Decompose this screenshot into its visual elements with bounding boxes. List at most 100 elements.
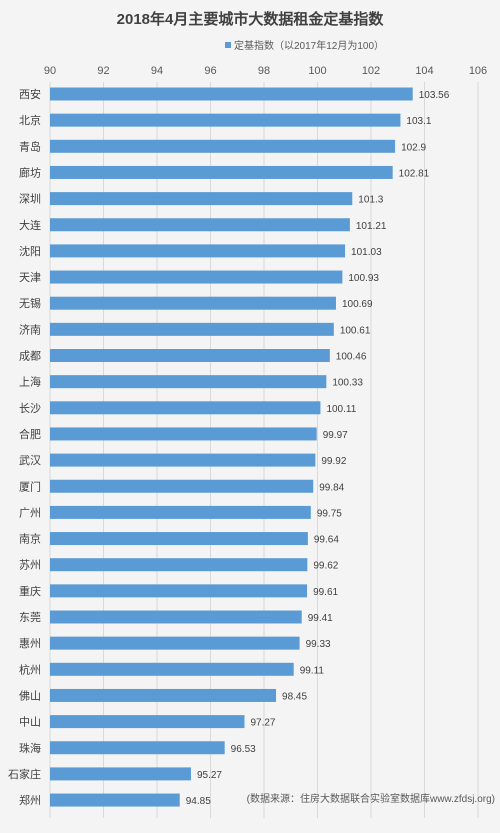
bar <box>50 479 314 493</box>
category-label: 佛山 <box>19 689 41 702</box>
value-label: 99.92 <box>321 456 346 467</box>
bar <box>50 270 343 284</box>
bar <box>50 584 308 598</box>
category-label: 苏州 <box>19 559 41 572</box>
value-label: 101.3 <box>358 195 383 206</box>
bar <box>50 636 300 650</box>
category-label: 沈阳 <box>19 244 41 258</box>
value-label: 103.1 <box>406 116 431 127</box>
value-label: 99.61 <box>313 587 338 598</box>
bar <box>50 165 393 179</box>
bar <box>50 192 353 206</box>
category-label: 大连 <box>19 218 41 232</box>
bar <box>50 715 245 729</box>
bar <box>50 322 334 336</box>
bar <box>50 453 316 467</box>
bar <box>50 741 225 755</box>
category-label: 惠州 <box>19 636 41 650</box>
value-label: 100.33 <box>332 378 363 389</box>
x-tick-label: 90 <box>44 65 56 77</box>
bars <box>50 87 413 807</box>
category-label: 青岛 <box>19 139 41 153</box>
category-label: 厦门 <box>19 479 41 493</box>
x-tick-label: 100 <box>308 65 326 77</box>
x-tick-label: 94 <box>151 65 163 77</box>
x-tick-label: 104 <box>415 65 433 77</box>
value-label: 98.45 <box>282 691 307 702</box>
value-label: 99.41 <box>308 613 333 624</box>
x-axis-ticks: 90 92 94 96 98 100 102 104 106 <box>44 65 487 77</box>
value-label: 99.64 <box>314 535 339 546</box>
bar <box>50 427 317 441</box>
x-tick-label: 96 <box>204 65 216 77</box>
bar <box>50 767 191 781</box>
x-tick-label: 102 <box>362 65 380 77</box>
bar <box>50 401 321 415</box>
category-label: 南京 <box>19 532 41 546</box>
category-label: 天津 <box>19 271 41 284</box>
chart-title: 2018年4月主要城市大数据租金定基指数 <box>117 10 385 28</box>
category-label: 石家庄 <box>8 767 41 781</box>
value-label: 99.97 <box>323 430 348 441</box>
value-label: 100.61 <box>340 325 371 336</box>
x-tick-label: 92 <box>97 65 109 77</box>
bar <box>50 505 311 519</box>
bar <box>50 87 413 101</box>
x-tick-label: 98 <box>258 65 270 77</box>
value-label: 99.75 <box>317 508 342 519</box>
category-label: 杭州 <box>19 662 41 676</box>
value-label: 100.69 <box>342 299 373 310</box>
legend-swatch <box>225 42 231 48</box>
bar <box>50 218 350 232</box>
value-label: 96.53 <box>231 744 256 755</box>
value-label: 101.21 <box>356 221 387 232</box>
category-label: 重庆 <box>19 584 41 598</box>
bar <box>50 139 396 153</box>
value-label: 102.9 <box>401 142 426 153</box>
category-label: 广州 <box>19 506 41 519</box>
value-label: 94.85 <box>186 796 211 807</box>
value-label: 100.11 <box>326 404 356 415</box>
category-label: 武汉 <box>19 454 41 467</box>
category-label: 东莞 <box>19 611 41 624</box>
value-label: 95.27 <box>197 770 222 781</box>
value-label: 101.03 <box>351 247 382 258</box>
category-label: 合肥 <box>19 427 41 441</box>
bar <box>50 793 180 807</box>
bar <box>50 375 327 389</box>
category-label: 郑州 <box>19 793 41 807</box>
bar <box>50 349 330 362</box>
bar <box>50 244 346 258</box>
category-label: 深圳 <box>19 193 41 206</box>
category-label: 上海 <box>19 375 41 389</box>
value-label: 97.27 <box>250 718 275 729</box>
value-label: 103.56 <box>419 90 450 101</box>
value-label: 99.33 <box>306 639 331 650</box>
value-label: 102.81 <box>399 168 430 179</box>
value-label: 99.62 <box>313 561 338 572</box>
value-labels: 103.56 103.1 102.9 102.81 101.3 101.21 101.03 1… <box>186 90 450 807</box>
category-label: 北京 <box>19 113 41 127</box>
bar <box>50 688 277 702</box>
legend-label: 定基指数（以2017年12月为100） <box>234 39 384 52</box>
bar <box>50 113 401 127</box>
category-label: 廊坊 <box>19 165 41 179</box>
value-label: 99.11 <box>300 665 325 676</box>
category-label: 珠海 <box>19 741 41 755</box>
category-label: 长沙 <box>19 402 41 415</box>
category-label: 西安 <box>19 87 41 101</box>
category-label: 中山 <box>19 716 41 729</box>
category-label: 济南 <box>19 322 41 336</box>
bar <box>50 662 294 676</box>
value-label: 100.46 <box>336 352 367 363</box>
bar <box>50 532 308 546</box>
category-label: 成都 <box>19 350 41 363</box>
bar <box>50 558 308 572</box>
value-label: 99.84 <box>319 482 344 493</box>
source-note: (数据来源：住房大数据联合实验室数据库www.zfdsj.org) <box>247 792 495 805</box>
bar <box>50 296 336 310</box>
value-label: 100.93 <box>348 273 379 284</box>
x-tick-label: 106 <box>469 65 487 77</box>
